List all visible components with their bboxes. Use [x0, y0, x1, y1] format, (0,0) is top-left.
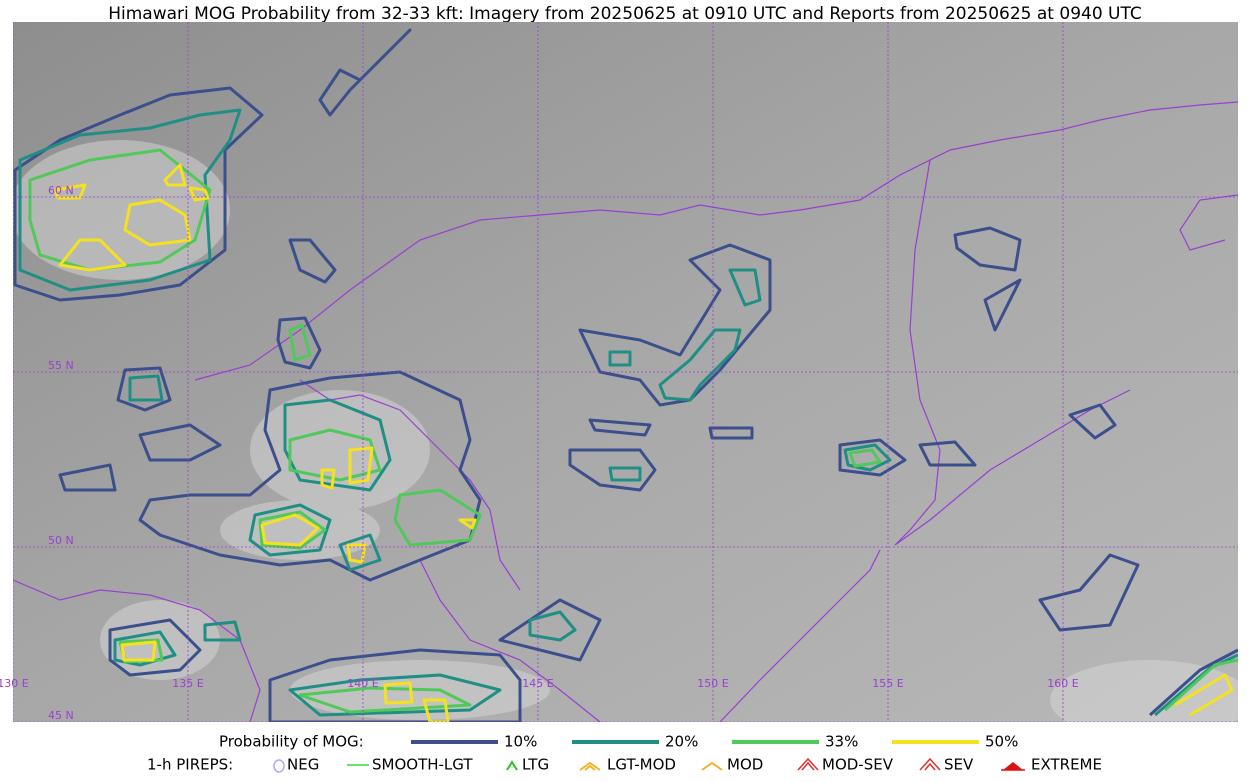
legend-label: SMOOTH-LGT	[372, 756, 473, 774]
legend-label: MOD-SEV	[822, 756, 894, 774]
lon-label: 145 E	[522, 677, 553, 690]
title: Himawari MOG Probability from 32-33 kft:…	[108, 4, 1142, 24]
lat-label: 60 N	[48, 184, 74, 197]
lon-label: 150 E	[697, 677, 728, 690]
pirep-icon-part	[701, 761, 723, 771]
pirep-icon-part	[579, 761, 601, 771]
contour-50	[53, 163, 1234, 722]
map	[13, 22, 1238, 722]
legend-label: LGT-MOD	[607, 756, 676, 774]
legend-label: SEV	[944, 756, 974, 774]
pirep-icon	[701, 761, 723, 771]
legend: Probability of MOG: 10% 20% 33% 50% 1-h PIREP…	[147, 733, 1102, 774]
lon-label: 160 E	[1047, 677, 1078, 690]
legend-title: 1-h PIREPS:	[147, 756, 233, 774]
lat-label: 50 N	[48, 534, 74, 547]
pirep-icon	[273, 759, 285, 773]
pirep-icon-part	[273, 759, 285, 773]
coastlines	[13, 101, 1238, 722]
pirep-icon-part	[797, 757, 819, 771]
legend-label: 20%	[665, 733, 698, 751]
pirep-icon	[797, 757, 819, 771]
legend-label: EXTREME	[1031, 756, 1102, 774]
legend-label: 50%	[985, 733, 1018, 751]
legend-label: MOD	[727, 756, 763, 774]
legend-label: NEG	[287, 756, 319, 774]
lon-label: 140 E	[347, 677, 378, 690]
pirep-icon	[579, 761, 601, 771]
lat-label: 55 N	[48, 359, 74, 372]
contour-33	[28, 148, 1238, 714]
pirep-icon	[1001, 762, 1025, 771]
contour-10	[13, 28, 1238, 722]
pirep-icon	[506, 760, 518, 771]
legend-label: 33%	[825, 733, 858, 751]
lon-label: 130 E	[0, 677, 29, 690]
cloud-texture	[13, 140, 1238, 722]
legend-label: 10%	[504, 733, 537, 751]
pirep-icon-part	[1003, 762, 1023, 770]
lon-label: 155 E	[872, 677, 903, 690]
lat-label: 45 N	[48, 709, 74, 722]
pirep-icon-part	[919, 757, 941, 771]
pirep-icon-part	[506, 760, 518, 771]
legend-title: Probability of MOG:	[219, 733, 364, 751]
lon-label: 135 E	[172, 677, 203, 690]
graticule	[13, 22, 1238, 722]
legend-label: LTG	[522, 756, 549, 774]
pirep-icon	[919, 757, 941, 771]
